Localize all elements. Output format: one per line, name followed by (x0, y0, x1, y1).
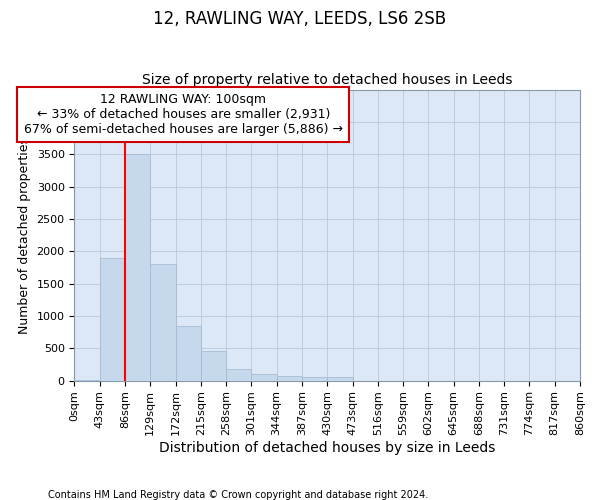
Text: Contains HM Land Registry data © Crown copyright and database right 2024.: Contains HM Land Registry data © Crown c… (48, 490, 428, 500)
Text: 12 RAWLING WAY: 100sqm
← 33% of detached houses are smaller (2,931)
67% of semi-: 12 RAWLING WAY: 100sqm ← 33% of detached… (24, 93, 343, 136)
X-axis label: Distribution of detached houses by size in Leeds: Distribution of detached houses by size … (159, 441, 496, 455)
Bar (277, 376, 302, 380)
Bar (125, 154, 151, 380)
Bar (251, 374, 277, 380)
Text: 12, RAWLING WAY, LEEDS, LS6 2SB: 12, RAWLING WAY, LEEDS, LS6 2SB (154, 10, 446, 28)
Bar (226, 370, 251, 380)
Bar (201, 352, 226, 380)
Bar (302, 376, 327, 380)
Y-axis label: Number of detached properties: Number of detached properties (18, 136, 31, 334)
Bar (151, 264, 176, 380)
Title: Size of property relative to detached houses in Leeds: Size of property relative to detached ho… (142, 73, 512, 87)
Bar (100, 258, 125, 380)
Bar (176, 326, 201, 380)
Bar (327, 378, 353, 380)
